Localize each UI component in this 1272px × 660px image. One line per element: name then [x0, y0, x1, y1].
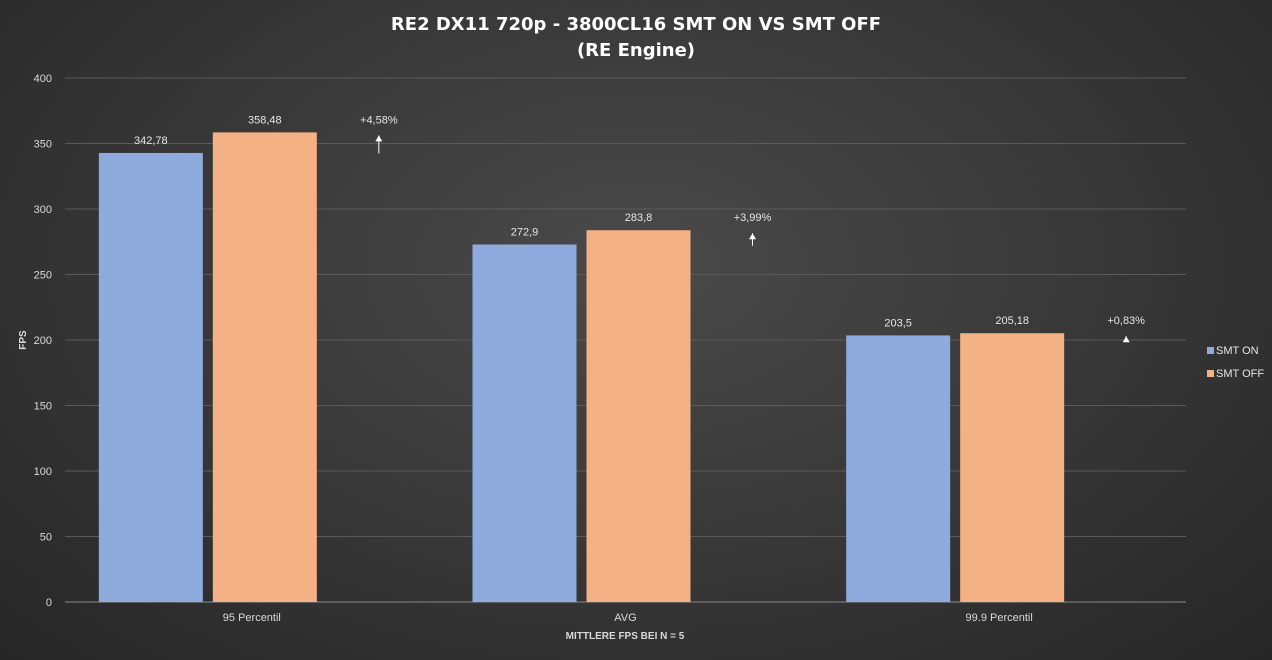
percent-change-label: +4,58% [360, 114, 398, 126]
percent-change-label: +0,83% [1107, 315, 1145, 327]
data-label: 358,48 [248, 114, 282, 126]
legend-label: SMT ON [1216, 345, 1259, 357]
data-label: 205,18 [995, 315, 1029, 327]
y-tick-label: 400 [34, 73, 52, 85]
x-axis-ticks: 95 Percentil AVG 99.9 Percentil [223, 612, 1033, 624]
y-axis-title: FPS [18, 330, 29, 350]
y-tick-label: 50 [40, 532, 52, 544]
data-label: 272,9 [511, 227, 539, 239]
y-tick-label: 300 [34, 204, 52, 216]
percent-change-label: +3,99% [734, 212, 772, 224]
bar-smt-off [212, 132, 317, 602]
legend-swatch [1207, 347, 1214, 354]
y-tick-label: 100 [34, 466, 52, 478]
y-tick-label: 350 [34, 139, 52, 151]
y-tick-label: 150 [34, 401, 52, 413]
y-tick-label: 250 [34, 270, 52, 282]
y-tick-label: 200 [34, 335, 52, 347]
chart-subtitle: (RE Engine) [577, 40, 695, 61]
data-label: 283,8 [625, 212, 653, 224]
x-tick-label: AVG [614, 612, 636, 624]
bars [98, 132, 1065, 603]
bar-smt-on [472, 244, 577, 602]
legend-item-smt-on: SMT ON [1207, 345, 1259, 357]
up-arrow-icon [1122, 336, 1130, 343]
bar-smt-off [960, 333, 1065, 602]
x-tick-label: 95 Percentil [223, 612, 281, 624]
legend-item-smt-off: SMT OFF [1207, 368, 1264, 380]
y-tick-label: 0 [46, 597, 52, 609]
bar-smt-on [98, 152, 203, 603]
bar-smt-off [586, 230, 691, 603]
legend-label: SMT OFF [1216, 368, 1264, 380]
up-arrow-icon [749, 233, 756, 246]
data-labels: 342,78 358,48 272,9 283,8 203,5 205,18 [134, 114, 1029, 329]
annotations: +4,58% +3,99% +0,83% [360, 114, 1145, 343]
x-axis-title: MITTLERE FPS BEI N = 5 [566, 631, 685, 642]
legend: SMT ON SMT OFF [1207, 345, 1264, 380]
chart-title: RE2 DX11 720p - 3800CL16 SMT ON VS SMT O… [391, 14, 881, 35]
y-axis-ticks: 0 50 100 150 200 250 300 350 400 [34, 73, 52, 609]
x-tick-label: 99.9 Percentil [966, 612, 1033, 624]
legend-swatch [1207, 370, 1214, 377]
up-arrow-icon [375, 135, 383, 154]
data-label: 203,5 [884, 317, 912, 329]
data-label: 342,78 [134, 135, 168, 147]
bar-smt-on [846, 335, 951, 602]
